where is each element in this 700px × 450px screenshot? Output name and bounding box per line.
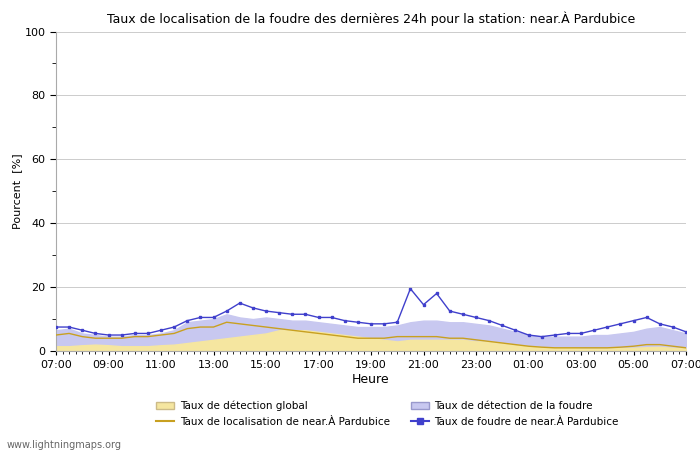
Text: www.lightningmaps.org: www.lightningmaps.org <box>7 440 122 450</box>
Title: Taux de localisation de la foudre des dernières 24h pour la station: near.À Pard: Taux de localisation de la foudre des de… <box>107 12 635 26</box>
Y-axis label: Pourcent  [%]: Pourcent [%] <box>12 153 22 229</box>
X-axis label: Heure: Heure <box>352 373 390 386</box>
Legend: Taux de détection global, Taux de localisation de near.À Pardubice, Taux de déte: Taux de détection global, Taux de locali… <box>155 401 619 427</box>
